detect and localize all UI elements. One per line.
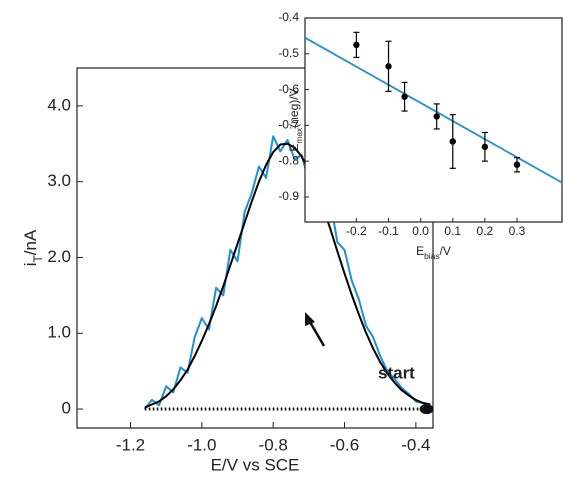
arrow-shaft xyxy=(308,321,326,347)
start-marker xyxy=(419,404,434,415)
y-tick-label: 4.0 xyxy=(47,95,71,114)
inset-chart: -0.2 -0.1 0.0 0.1 0.2 0.3 -0.4 -0.5 -0.6 -0.7 -0.8… xyxy=(278,10,563,261)
y-axis-label-main: E xyxy=(287,144,301,152)
y-axis-label-main: i xyxy=(21,263,40,267)
x-tick-label: -0.4 xyxy=(401,435,430,454)
fit-line xyxy=(304,36,563,184)
plot-frame xyxy=(304,17,563,223)
x-tick-label: 0.2 xyxy=(477,224,494,238)
y-tick-label: -0.6 xyxy=(278,82,299,96)
y-tick-label: 1.0 xyxy=(47,323,71,342)
y-tick-label: -0.5 xyxy=(278,46,299,60)
x-tick-label: 0.1 xyxy=(444,224,461,238)
annotation: start xyxy=(378,363,415,382)
y-tick-label: -0.9 xyxy=(278,189,299,203)
data-line xyxy=(144,142,431,409)
arrow-head xyxy=(305,312,315,326)
data-point xyxy=(433,113,440,120)
data-point xyxy=(385,63,392,70)
y-tick-label: 3.0 xyxy=(47,171,71,190)
y-axis-label: iT/nA xyxy=(21,229,45,266)
x-tick-label: -0.6 xyxy=(330,435,359,454)
x-tick-label: -0.1 xyxy=(378,224,399,238)
x-axis-label: Ebias/V xyxy=(416,244,451,261)
data-point xyxy=(401,93,408,100)
y-tick-label: -0.8 xyxy=(278,153,299,167)
x-axis-label: E/V vs SCE xyxy=(211,455,300,474)
x-tick-label: -1.0 xyxy=(187,435,216,454)
data-point xyxy=(449,138,456,145)
x-tick-label: -0.2 xyxy=(346,224,367,238)
x-tick-label: 0.0 xyxy=(412,224,429,238)
y-axis-label-rest: (neg)/V xyxy=(287,88,301,127)
data-line xyxy=(143,135,431,410)
x-axis-label-rest: /V xyxy=(440,244,451,258)
data-point xyxy=(353,41,360,49)
y-axis-label-sub: max xyxy=(294,127,304,144)
y-tick-label: -0.7 xyxy=(278,118,299,132)
x-axis-label-sub: bias xyxy=(424,251,439,261)
data-point xyxy=(481,143,489,151)
x-tick-label: 0.3 xyxy=(509,224,526,238)
x-tick-label: -0.8 xyxy=(259,435,288,454)
x-axis-label-main: E xyxy=(416,244,424,258)
y-tick-label: 2.0 xyxy=(47,247,71,266)
y-axis-label-sub: T xyxy=(31,255,45,262)
data-point xyxy=(513,161,521,168)
y-axis-label: Emax(neg)/V xyxy=(287,88,304,151)
y-tick-label: -0.4 xyxy=(278,10,299,24)
y-tick-label: 0 xyxy=(62,399,71,418)
x-tick-label: -1.2 xyxy=(116,435,145,454)
y-axis-label-rest: /nA xyxy=(21,229,40,255)
